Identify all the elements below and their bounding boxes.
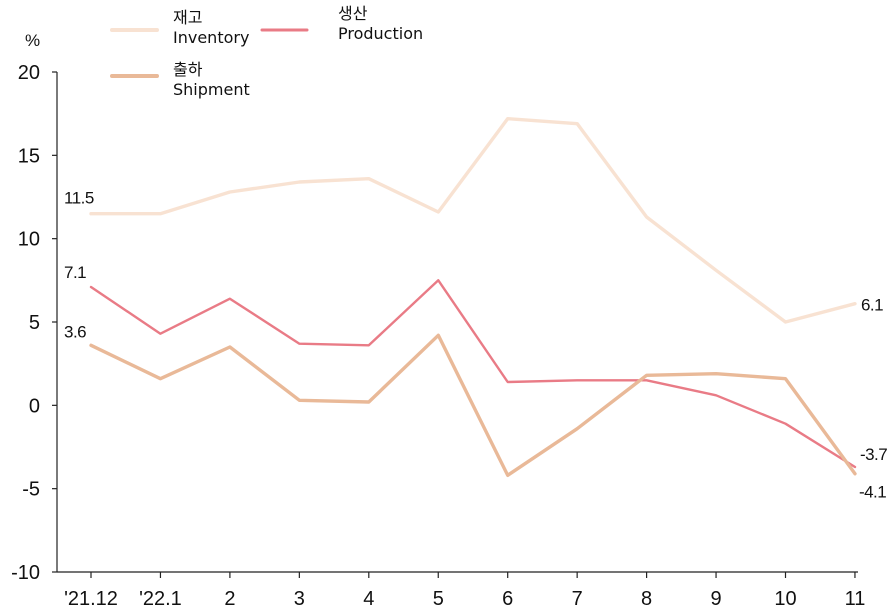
y-tick-label: 10	[18, 229, 40, 251]
x-tick-label: 3	[294, 588, 305, 610]
x-tick-label: 10	[774, 588, 796, 610]
data-label-inventory: 6.1	[861, 296, 883, 315]
x-tick-label: 9	[710, 588, 721, 610]
y-tick-label: 0	[29, 395, 40, 417]
x-tick-label: 5	[433, 588, 444, 610]
x-tick-label: 6	[502, 588, 513, 610]
legend-label-ko: 재고	[173, 8, 202, 27]
x-tick-label: '21.12	[64, 588, 118, 610]
x-tick-label: '22.1	[139, 588, 182, 610]
y-tick-label: 5	[29, 312, 40, 334]
legend-label-en: Shipment	[173, 80, 250, 99]
x-tick-label: 2	[224, 588, 235, 610]
y-tick-label: -5	[22, 479, 40, 501]
series-line-production	[89, 279, 857, 469]
y-tick-label: 15	[18, 145, 40, 167]
y-tick-label: -10	[11, 562, 40, 584]
x-tick-label: 4	[363, 588, 374, 610]
series-line-shipment	[89, 333, 857, 477]
legend-label-en: Production	[338, 24, 423, 43]
y-unit-label: %	[25, 31, 40, 50]
data-label-production: -3.7	[860, 445, 887, 464]
data-label-inventory: 11.5	[64, 189, 94, 208]
data-label-shipment: 3.6	[64, 322, 86, 341]
legend-label-en: Inventory	[173, 28, 249, 47]
data-label-shipment: -4.1	[859, 483, 886, 502]
axes: 20 15 10 5 0 -5 -10 '21.12 '22.1 2 3 4 5 6 7 8 9 10 11	[11, 62, 865, 610]
data-labels: 11.5 7.1 3.6 6.1 -3.7 -4.1	[64, 189, 887, 502]
series-lines	[89, 116, 857, 477]
y-tick-label: 20	[18, 62, 40, 84]
data-label-production: 7.1	[64, 263, 86, 282]
series-line-inventory	[89, 116, 857, 324]
legend-label-ko: 출하	[173, 60, 203, 79]
legend-label-ko: 생산	[338, 4, 368, 23]
x-tick-label: 11	[845, 588, 866, 610]
x-tick-label: 8	[641, 588, 652, 610]
x-tick-label: 7	[572, 588, 583, 610]
